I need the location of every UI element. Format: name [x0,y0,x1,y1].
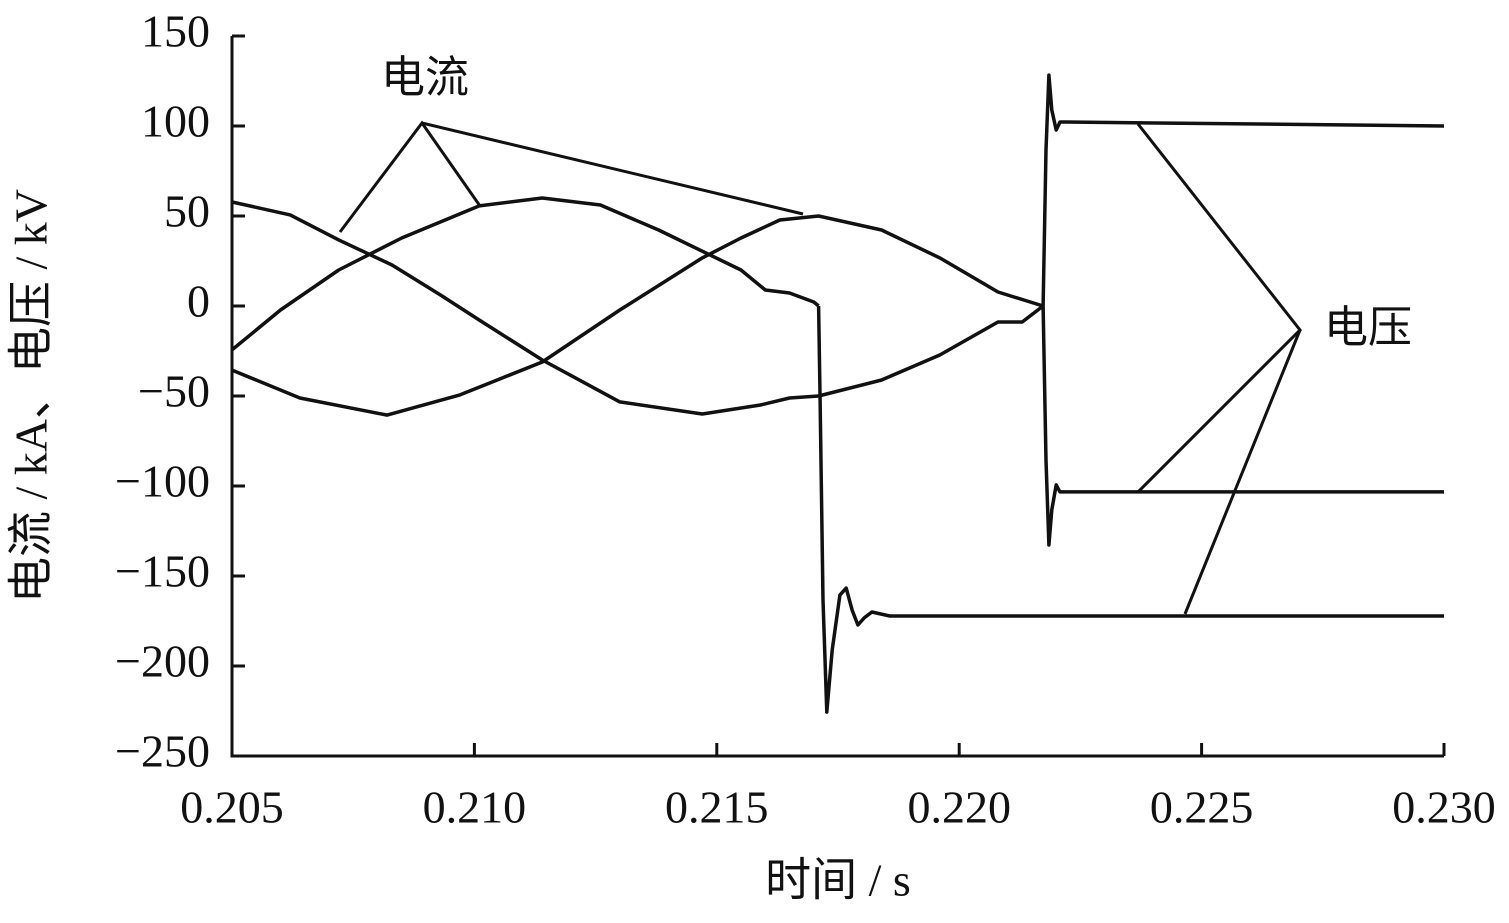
x-tick-label: 0.210 [423,782,527,833]
y-tick-label: 0 [187,276,210,327]
voltage-pointer [1136,123,1303,494]
x-tick-label: 0.205 [180,782,284,833]
x-tick-label: 0.220 [907,782,1011,833]
series-line [231,214,1044,417]
y-tick-label: 50 [164,186,210,237]
series-line [1041,305,1444,547]
series-line [1041,73,1445,307]
y-tick-label: 150 [141,6,210,57]
y-tick-label: −100 [115,456,210,507]
series-line [816,305,1444,714]
annotation: 电流 [381,52,469,103]
x-tick-label: 0.230 [1392,782,1496,833]
x-axis-title: 时间 / s [765,855,911,906]
series-line [231,200,1045,416]
current-pointer [421,121,804,216]
voltage-pointer [1183,329,1302,615]
y-tick-label: −200 [115,636,210,687]
y-tick-label: −50 [138,366,210,417]
y-tick-label: 100 [141,96,210,147]
annotation: 电压 [1324,302,1412,353]
series-line [230,196,820,352]
pointer-lines [338,120,1303,615]
y-axis-title: 电流 / kA、电压 / kV [6,189,57,603]
x-tick-label: 0.225 [1150,782,1254,833]
x-tick-label: 0.215 [665,782,769,833]
y-tick-label: −250 [115,726,210,777]
y-tick-label: −150 [115,546,210,597]
